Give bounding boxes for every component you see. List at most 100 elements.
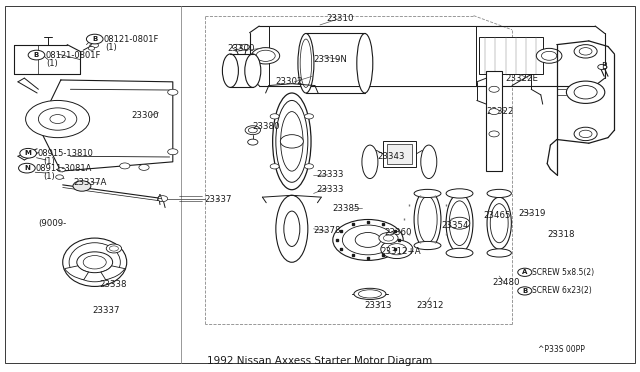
- Ellipse shape: [421, 145, 437, 179]
- Circle shape: [91, 43, 99, 48]
- Circle shape: [252, 48, 280, 64]
- Circle shape: [489, 86, 499, 92]
- Circle shape: [449, 217, 470, 229]
- Text: 23378: 23378: [314, 226, 341, 235]
- Circle shape: [574, 45, 597, 58]
- Text: 23322E: 23322E: [506, 74, 539, 83]
- Ellipse shape: [69, 243, 120, 282]
- Text: SCREW 5x8.5(2): SCREW 5x8.5(2): [532, 268, 595, 277]
- Ellipse shape: [298, 33, 314, 93]
- Text: 23465: 23465: [483, 211, 511, 220]
- Circle shape: [342, 225, 394, 255]
- Circle shape: [489, 109, 499, 115]
- Text: 23480: 23480: [493, 278, 520, 287]
- Text: 23310: 23310: [326, 14, 354, 23]
- Circle shape: [73, 181, 91, 191]
- Circle shape: [109, 246, 118, 251]
- Ellipse shape: [414, 189, 441, 198]
- Circle shape: [77, 252, 113, 273]
- Text: 23333: 23333: [317, 185, 344, 194]
- Text: 23380: 23380: [253, 122, 280, 131]
- Circle shape: [379, 232, 398, 244]
- Ellipse shape: [446, 193, 473, 253]
- Text: B: B: [522, 288, 527, 294]
- Circle shape: [383, 235, 394, 241]
- Ellipse shape: [487, 189, 511, 198]
- Text: (1): (1): [46, 59, 58, 68]
- Text: M: M: [25, 150, 31, 156]
- Circle shape: [241, 44, 250, 49]
- Text: 23343: 23343: [378, 152, 405, 161]
- Ellipse shape: [487, 249, 511, 257]
- Circle shape: [248, 128, 257, 133]
- Circle shape: [50, 115, 65, 124]
- Ellipse shape: [414, 190, 441, 249]
- Bar: [479, 37, 543, 74]
- Text: 1992 Nissan Axxess Starter Motor Diagram: 1992 Nissan Axxess Starter Motor Diagram: [207, 356, 433, 366]
- Text: 23354: 23354: [442, 221, 469, 230]
- Text: 23313: 23313: [365, 301, 392, 310]
- Wedge shape: [101, 266, 125, 280]
- Ellipse shape: [449, 201, 470, 246]
- Circle shape: [245, 126, 260, 135]
- Circle shape: [280, 135, 303, 148]
- Text: (1): (1): [106, 43, 117, 52]
- Circle shape: [305, 114, 314, 119]
- Text: 23319N: 23319N: [314, 55, 348, 64]
- Circle shape: [168, 89, 178, 95]
- Ellipse shape: [354, 288, 386, 299]
- Circle shape: [387, 244, 406, 255]
- Text: (9009-: (9009-: [38, 219, 67, 228]
- Ellipse shape: [245, 54, 261, 87]
- Circle shape: [518, 268, 532, 276]
- Text: 23337: 23337: [93, 306, 120, 315]
- Circle shape: [256, 50, 275, 61]
- Text: B: B: [34, 52, 39, 58]
- Ellipse shape: [487, 197, 511, 249]
- Circle shape: [579, 130, 592, 138]
- Circle shape: [574, 86, 597, 99]
- Wedge shape: [65, 266, 88, 280]
- Ellipse shape: [414, 241, 441, 250]
- Text: (1): (1): [44, 172, 55, 181]
- Text: A: A: [157, 194, 163, 203]
- Text: 08121-0801F: 08121-0801F: [104, 35, 159, 44]
- Circle shape: [541, 51, 557, 60]
- Ellipse shape: [276, 100, 308, 182]
- Circle shape: [579, 48, 592, 55]
- Circle shape: [536, 48, 562, 63]
- Circle shape: [88, 46, 95, 50]
- Circle shape: [355, 232, 381, 247]
- Circle shape: [305, 164, 314, 169]
- Text: 23312: 23312: [416, 301, 444, 310]
- Circle shape: [19, 163, 35, 173]
- Text: 23322: 23322: [486, 107, 514, 116]
- Text: 23337: 23337: [205, 195, 232, 203]
- Text: (1): (1): [44, 157, 55, 166]
- Circle shape: [333, 219, 403, 260]
- Circle shape: [86, 34, 103, 44]
- Text: 23312+A: 23312+A: [381, 247, 421, 256]
- Ellipse shape: [358, 290, 381, 298]
- Text: 08121-0801F: 08121-0801F: [45, 51, 101, 60]
- Circle shape: [120, 163, 130, 169]
- Ellipse shape: [276, 195, 308, 262]
- Text: N: N: [24, 165, 30, 171]
- Text: A: A: [522, 269, 527, 275]
- Circle shape: [270, 164, 279, 169]
- Circle shape: [381, 240, 413, 259]
- Text: 23333: 23333: [317, 170, 344, 179]
- Circle shape: [232, 44, 241, 49]
- Bar: [387, 144, 412, 164]
- Text: 23318: 23318: [547, 230, 575, 239]
- Circle shape: [58, 167, 65, 172]
- Bar: [269, 26, 476, 86]
- Ellipse shape: [362, 145, 378, 179]
- Ellipse shape: [357, 33, 372, 93]
- Bar: [8, 11, 179, 182]
- Circle shape: [270, 114, 279, 119]
- Circle shape: [56, 175, 63, 179]
- Ellipse shape: [273, 93, 311, 190]
- Circle shape: [248, 139, 258, 145]
- Text: SCREW 6x23(2): SCREW 6x23(2): [532, 286, 592, 295]
